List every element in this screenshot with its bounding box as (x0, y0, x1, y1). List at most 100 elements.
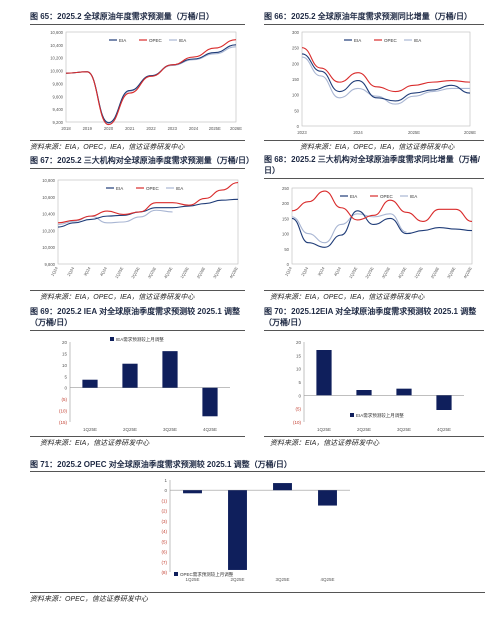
x-tick-label: 2024 (189, 126, 199, 131)
x-tick-label: 1Q25E (317, 427, 331, 432)
series-line-eia (291, 210, 473, 248)
x-tick-label: 4Q25E (320, 577, 334, 582)
y-tick-label: 15 (62, 351, 68, 356)
x-tick-label: 1Q25E (83, 427, 97, 432)
chart67-source: 资料来源：EIA，OPEC，IEA，信达证券研发中心 (40, 294, 195, 301)
x-tick-label: 1Q25E (348, 266, 359, 280)
x-tick-label: 2023 (297, 130, 307, 135)
y-tick-label: 0 (64, 386, 67, 391)
series-line-opec (291, 190, 473, 222)
x-tick-label: 3Q25E (275, 577, 289, 582)
chart67-top-rule (30, 168, 245, 169)
x-tick-label: 2018 (61, 126, 71, 131)
y-tick-label: (8) (162, 570, 168, 575)
legend-label: IEA (179, 38, 186, 43)
y-tick-label: 10,000 (50, 69, 63, 74)
legend-label: OPEC (380, 194, 394, 199)
y-tick-label: 200 (282, 201, 290, 206)
chart65-bottom-rule (30, 140, 245, 141)
y-tick-label: 9,200 (53, 120, 64, 125)
chart70-bottom-rule (264, 436, 484, 437)
y-tick-label: (5) (162, 539, 168, 544)
x-tick-label: 3Q25E (380, 266, 391, 280)
x-tick-label: 2019 (83, 126, 93, 131)
chart69-top-rule (30, 330, 245, 331)
x-tick-label: 3Q24 (82, 265, 92, 277)
y-tick-label: 1 (164, 478, 167, 483)
y-tick-label: 200 (292, 61, 300, 66)
y-tick-label: 150 (282, 216, 290, 221)
legend-label: IEA (414, 38, 421, 43)
legend-label: OPEC (146, 186, 160, 191)
y-tick-label: (3) (162, 519, 168, 524)
x-tick-label: 3Q26E (446, 266, 457, 280)
bar-1q25e (316, 350, 332, 396)
legend-swatch (350, 413, 354, 417)
series-line-opec (57, 181, 239, 224)
y-tick-label: 100 (292, 93, 300, 98)
x-tick-label: 2024 (353, 130, 363, 135)
y-tick-label: 0 (298, 393, 301, 398)
y-tick-label: (10) (59, 409, 68, 414)
x-tick-label: 4Q26E (228, 266, 239, 280)
x-tick-label: 1Q24 (284, 265, 294, 277)
chart65-source: 资料来源：EIA，OPEC，IEA，信达证券研发中心 (30, 144, 185, 151)
chart70-top-rule (264, 330, 484, 331)
y-tick-label: 50 (294, 108, 299, 113)
x-tick-label: 1Q25E (185, 577, 199, 582)
bar-3q25e (162, 351, 178, 388)
y-tick-label: (7) (162, 560, 168, 565)
x-tick-label: 2Q25E (123, 427, 137, 432)
legend-label: EIA需求预测较上月调整 (356, 412, 404, 419)
x-tick-label: 3Q25E (163, 427, 177, 432)
chart70-title: 图 70：2025.12EIA 对全球原油季度需求预测较 2025.1 调整（万… (264, 307, 477, 327)
x-tick-label: 4Q25E (437, 427, 451, 432)
x-tick-label: 1Q26E (413, 266, 424, 280)
y-tick-label: (10) (293, 420, 302, 425)
y-tick-label: 250 (292, 46, 300, 51)
series-line-iea (301, 56, 470, 105)
plot-frame (301, 31, 471, 127)
x-tick-label: 4Q25E (163, 266, 174, 280)
legend-label: IEA (176, 186, 183, 191)
x-tick-label: 4Q25E (397, 266, 408, 280)
y-tick-label: 10 (296, 367, 302, 372)
bar-3q25e (396, 388, 412, 396)
bar-3q25e (273, 483, 292, 491)
chart68-title: 图 68：2025.2 三大机构对全球原油季度需求同比增量（万桶/日） (264, 155, 481, 175)
x-tick-label: 4Q26E (462, 266, 473, 280)
series-line-eia (301, 53, 471, 102)
y-tick-label: 10,000 (42, 245, 55, 250)
y-tick-label: 50 (284, 247, 289, 252)
chart68-bottom-rule (264, 290, 484, 291)
y-tick-label: 9,800 (53, 81, 64, 86)
chart71-source: 资料来源：OPEC，信达证券研发中心 (30, 596, 148, 603)
x-tick-label: 3Q25E (146, 266, 157, 280)
y-tick-label: (6) (162, 550, 168, 555)
legend-label: OPEC (384, 38, 398, 43)
chart71-bottom-rule (30, 592, 485, 593)
chart69-source: 资料来源：EIA，信达证券研发中心 (40, 440, 150, 447)
bar-2q25e (356, 390, 372, 396)
chart68-plot: 0 50 100 150 200 250 1Q24 2Q24 3Q24 4Q24 1Q25E 2Q25… (282, 186, 473, 280)
plot-frame (65, 31, 237, 123)
x-tick-label: 2Q25E (357, 427, 371, 432)
y-tick-label: 150 (292, 77, 300, 82)
y-tick-label: 300 (292, 30, 300, 35)
y-tick-label: 10,200 (50, 56, 63, 61)
y-tick-label: 5 (64, 374, 67, 379)
plot-frame (291, 187, 473, 265)
chart65-plot: 9,200 9,400 9,600 9,800 10,000 10,200 10,400 10… (50, 30, 242, 131)
chart71-title: 图 71：2025.2 OPEC 对全球原油季度需求预测较 2025.1 调整（… (30, 460, 292, 469)
y-tick-label: (4) (162, 529, 168, 534)
chart70-plot: 20 15 10 5 0 (5) (10) 1Q25E 2Q25E 3Q25E 4Q25E EIA需求… (293, 340, 464, 432)
y-tick-label: 100 (282, 232, 290, 237)
chart67-plot: 9,800 10,000 10,200 10,400 10,600 10,800 1Q24 2… (42, 178, 239, 280)
x-tick-label: 2Q26E (430, 266, 441, 280)
legend-label: EIA (116, 186, 123, 191)
x-tick-label: 2022 (146, 126, 156, 131)
y-tick-label: 10,800 (42, 178, 55, 183)
x-tick-label: 1Q25E (114, 266, 125, 280)
legend-swatch (174, 572, 178, 576)
x-tick-label: 2021 (125, 126, 135, 131)
